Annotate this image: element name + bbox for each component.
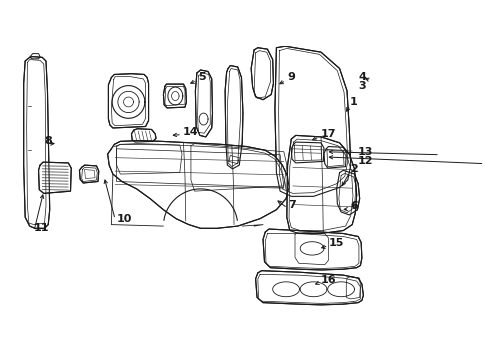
Text: 4: 4 [357,72,366,82]
Text: 16: 16 [320,275,335,285]
Polygon shape [131,129,156,142]
Polygon shape [23,57,50,228]
Polygon shape [195,70,212,137]
Polygon shape [224,66,243,169]
Text: 17: 17 [320,129,336,139]
Text: 10: 10 [116,213,132,224]
Polygon shape [163,84,186,108]
Text: 13: 13 [357,147,373,157]
Polygon shape [324,147,346,168]
Polygon shape [79,165,99,183]
Text: 15: 15 [328,238,343,248]
Text: 5: 5 [198,72,205,82]
Text: 1: 1 [349,97,357,107]
Polygon shape [291,142,324,163]
Polygon shape [251,48,273,100]
Text: 2: 2 [349,164,357,174]
Polygon shape [39,162,71,193]
Polygon shape [274,46,350,196]
Text: 6: 6 [349,201,357,211]
Text: 7: 7 [288,200,295,210]
Text: 8: 8 [44,136,52,147]
Text: 14: 14 [183,127,198,138]
Polygon shape [108,74,148,128]
Text: 3: 3 [357,81,365,91]
Polygon shape [263,229,361,270]
Polygon shape [336,170,359,215]
Text: 11: 11 [34,223,49,233]
Polygon shape [107,141,288,228]
Text: 12: 12 [357,156,373,166]
Text: 9: 9 [287,72,295,82]
Polygon shape [286,135,356,234]
Polygon shape [255,271,363,305]
